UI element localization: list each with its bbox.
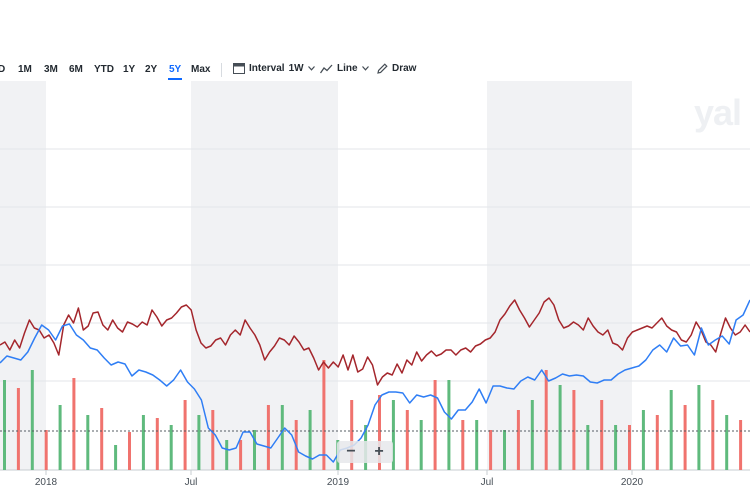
chart-toolbar: D 1M 3M 6M YTD 1Y 2Y 5Y Max Interval 1W … xyxy=(0,60,750,82)
volume-bars xyxy=(0,360,750,470)
range-ytd-button[interactable]: YTD xyxy=(94,64,114,75)
volume-bar-down xyxy=(711,400,715,470)
volume-bar-up xyxy=(114,445,118,470)
x-tick-label: 2018 xyxy=(35,477,58,488)
interval-label: Interval xyxy=(249,63,285,74)
volume-bar-up xyxy=(391,400,395,470)
volume-bar-down xyxy=(72,378,76,470)
volume-bar-down xyxy=(350,400,354,470)
volume-bar-up xyxy=(530,400,534,470)
volume-bar-down xyxy=(378,395,381,470)
volume-bar-up xyxy=(447,380,451,470)
volume-bar-up xyxy=(503,430,506,470)
x-tick-label: Jul xyxy=(481,477,494,488)
volume-bar-up xyxy=(586,425,590,470)
pencil-icon xyxy=(377,63,388,74)
volume-bar-up xyxy=(614,425,618,470)
chevron-down-icon xyxy=(307,66,315,71)
range-1m-button[interactable]: 1M xyxy=(18,64,32,75)
volume-bar-down xyxy=(628,425,631,470)
volume-bar-up xyxy=(253,430,256,470)
zoom-in-button[interactable]: + xyxy=(374,443,384,460)
volume-bar-down xyxy=(461,420,465,470)
volume-bar-down xyxy=(183,400,187,470)
volume-bar-up xyxy=(30,370,34,470)
price-lines xyxy=(0,297,750,463)
range-max-button[interactable]: Max xyxy=(191,64,211,75)
volume-bar-up xyxy=(669,390,673,470)
range-3m-button[interactable]: 3M xyxy=(44,64,58,75)
volume-bar-down xyxy=(405,410,409,470)
volume-bar-down xyxy=(211,410,215,470)
volume-bar-up xyxy=(558,385,562,470)
chevron-down-icon xyxy=(361,66,369,71)
calendar-icon xyxy=(233,63,245,74)
volume-bar-down xyxy=(489,430,493,470)
series-line-red xyxy=(0,297,750,386)
volume-bar-down xyxy=(239,440,243,470)
volume-bar-up xyxy=(58,405,62,470)
volume-bar-up xyxy=(169,425,173,470)
volume-bar-up xyxy=(697,385,701,470)
volume-bar-up xyxy=(197,415,201,470)
volume-bar-up xyxy=(641,410,645,470)
volume-bar-down xyxy=(322,360,326,470)
range-1d-button[interactable]: D xyxy=(0,64,6,75)
volume-bar-down xyxy=(100,408,104,470)
volume-bar-up xyxy=(86,415,90,470)
range-5y-button[interactable]: 5Y xyxy=(167,64,183,80)
volume-bar-down xyxy=(600,400,604,470)
volume-bar-up xyxy=(308,410,312,470)
volume-bar-down xyxy=(155,418,159,470)
volume-bar-down xyxy=(739,420,743,470)
volume-bar-down xyxy=(655,415,659,470)
series-line-blue xyxy=(0,299,750,463)
gridlines xyxy=(0,148,750,471)
volume-bar-up xyxy=(419,420,423,470)
interval-dropdown[interactable]: Interval 1W xyxy=(233,63,315,74)
volume-bar-down xyxy=(683,405,687,470)
chart-type-dropdown[interactable]: Line xyxy=(320,63,369,74)
volume-bar-up xyxy=(475,420,479,470)
volume-bar-down xyxy=(44,430,48,470)
volume-bar-down xyxy=(572,390,576,470)
x-tick-label: Jul xyxy=(185,477,198,488)
volume-bar-up xyxy=(280,405,284,470)
volume-bar-down xyxy=(544,370,548,470)
interval-value: 1W xyxy=(288,63,304,74)
volume-bar-up xyxy=(3,380,6,470)
alternating-period-shading xyxy=(0,81,632,470)
volume-bar-down xyxy=(266,405,270,470)
draw-label: Draw xyxy=(392,63,417,74)
volume-bar-down xyxy=(433,380,437,470)
x-axis: 2018 Jul 2019 Jul 2020 xyxy=(35,470,644,488)
x-tick-label: 2020 xyxy=(621,477,644,488)
stock-chart[interactable]: 2018 Jul 2019 Jul 2020 xyxy=(0,81,750,500)
volume-bar-down xyxy=(16,388,20,470)
x-tick-label: 2019 xyxy=(327,477,350,488)
yahoo-logo-watermark: yal xyxy=(694,92,742,133)
volume-bar-up xyxy=(141,415,145,470)
draw-button[interactable]: Draw xyxy=(377,63,416,74)
shaded-period-1 xyxy=(191,81,338,470)
chart-type-label: Line xyxy=(337,63,358,74)
zoom-out-button[interactable]: − xyxy=(346,443,356,460)
line-chart-icon xyxy=(320,64,333,74)
volume-bar-down xyxy=(128,432,131,470)
volume-bar-down xyxy=(516,410,520,470)
zoom-control: − + xyxy=(337,441,393,463)
range-6m-button[interactable]: 6M xyxy=(69,64,83,75)
volume-bar-up xyxy=(725,415,729,470)
toolbar-divider xyxy=(221,63,222,77)
range-2y-button[interactable]: 2Y xyxy=(145,64,158,75)
volume-bar-up xyxy=(225,440,229,470)
shaded-period-0 xyxy=(0,81,46,470)
range-1y-button[interactable]: 1Y xyxy=(123,64,136,75)
